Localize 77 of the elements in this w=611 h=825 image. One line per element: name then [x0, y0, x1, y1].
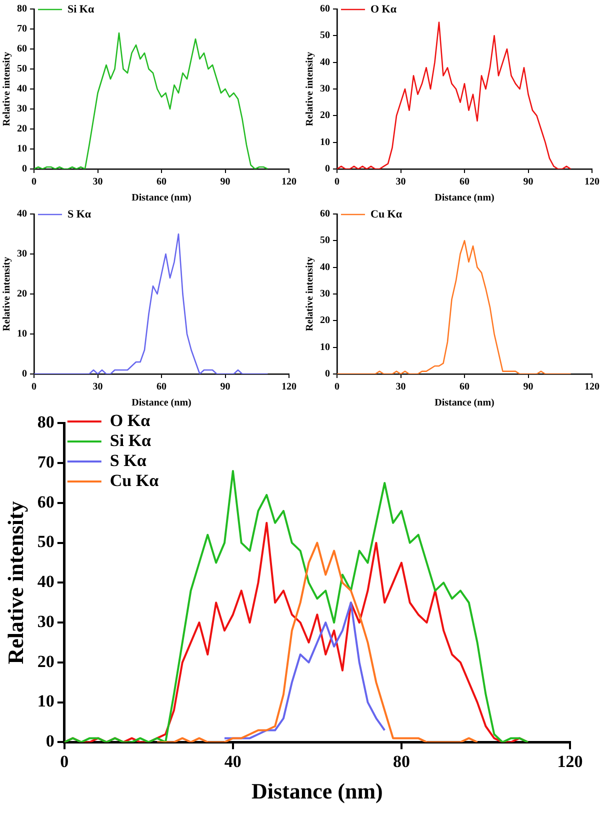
y-tick-label: 50 — [17, 64, 27, 75]
y-tick-label: 60 — [17, 44, 27, 55]
y-tick-label: 10 — [17, 144, 27, 155]
legend-label: Cu Kα — [110, 470, 160, 490]
x-tick-label: 30 — [396, 176, 406, 188]
x-tick-label: 30 — [396, 382, 406, 393]
y-tick-label: 60 — [320, 208, 330, 220]
y-tick-label: 40 — [17, 84, 27, 95]
y-tick-label: 50 — [320, 30, 330, 42]
y-tick-label: 80 — [17, 4, 27, 15]
x-tick-label: 80 — [392, 752, 410, 771]
y-tick-label: 20 — [17, 288, 27, 300]
x-tick-label: 0 — [334, 176, 340, 188]
legend-label: O Kα — [110, 410, 151, 430]
y-tick-label: 30 — [17, 248, 27, 260]
y-tick-label: 30 — [320, 84, 330, 95]
x-tick-label: 60 — [156, 176, 166, 188]
y-tick-label: 0 — [22, 164, 27, 175]
x-tick-label: 90 — [220, 176, 230, 188]
y-tick-label: 60 — [320, 4, 330, 15]
x-tick-label: 90 — [523, 176, 534, 188]
y-tick-label: 50 — [37, 532, 54, 552]
y-tick-label: 20 — [320, 315, 330, 326]
legend-label: Si Kα — [110, 430, 152, 450]
y-tick-label: 50 — [320, 235, 330, 246]
x-axis-title: Distance (nm) — [132, 398, 192, 409]
y-tick-label: 40 — [320, 262, 330, 273]
x-tick-label: 30 — [92, 176, 103, 188]
x-tick-label: 0 — [334, 382, 340, 393]
y-tick-label: 0 — [46, 732, 54, 751]
x-tick-label: 90 — [220, 382, 230, 393]
legend-label: S Kα — [68, 208, 92, 220]
y-axis-title: Relative intensity — [304, 256, 316, 332]
x-tick-label: 30 — [92, 382, 103, 393]
legend-label: S Kα — [110, 450, 147, 470]
x-tick-label: 120 — [282, 382, 296, 393]
x-axis-title: Distance (nm) — [132, 192, 192, 204]
x-tick-label: 40 — [224, 752, 242, 771]
y-tick-label: 20 — [37, 652, 54, 671]
y-tick-label: 30 — [37, 612, 54, 631]
y-tick-label: 20 — [320, 110, 330, 122]
y-tick-label: 70 — [17, 24, 27, 35]
x-tick-label: 60 — [460, 382, 470, 393]
y-tick-label: 70 — [37, 452, 54, 472]
x-axis-title: Distance (nm) — [434, 398, 494, 409]
y-tick-label: 40 — [37, 572, 54, 592]
x-tick-label: 90 — [523, 382, 534, 393]
y-tick-label: 10 — [320, 136, 330, 148]
legend-label: Cu Kα — [370, 208, 403, 220]
y-tick-label: 80 — [37, 412, 54, 432]
x-tick-label: 120 — [282, 176, 296, 188]
x-tick-label: 60 — [460, 176, 470, 188]
y-tick-label: 0 — [325, 164, 330, 175]
x-tick-label: 120 — [557, 752, 583, 771]
x-tick-label: 0 — [60, 752, 69, 771]
y-axis-title: Relative intensity — [2, 501, 28, 664]
y-tick-label: 40 — [320, 56, 330, 68]
y-tick-label: 40 — [17, 208, 27, 220]
y-tick-label: 10 — [17, 328, 27, 340]
y-tick-label: 10 — [37, 692, 54, 711]
y-tick-label: 0 — [325, 368, 330, 380]
y-tick-label: 60 — [37, 492, 54, 512]
y-axis-title: Relative intensity — [2, 52, 13, 126]
x-tick-label: 60 — [156, 382, 166, 393]
x-axis-title: Distance (nm) — [434, 192, 494, 204]
y-tick-label: 30 — [320, 288, 330, 300]
legend-label: Si Kα — [68, 3, 95, 16]
y-tick-label: 20 — [17, 124, 27, 135]
y-axis-title: Relative intensity — [304, 52, 316, 126]
x-tick-label: 120 — [584, 382, 600, 393]
y-tick-label: 10 — [320, 342, 330, 353]
y-tick-label: 30 — [17, 104, 27, 115]
x-axis-title: Distance (nm) — [252, 778, 383, 804]
y-axis-title: Relative intensity — [2, 256, 13, 332]
x-tick-label: 120 — [584, 176, 600, 188]
y-tick-label: 0 — [22, 368, 27, 380]
legend-label: O Kα — [370, 3, 398, 16]
